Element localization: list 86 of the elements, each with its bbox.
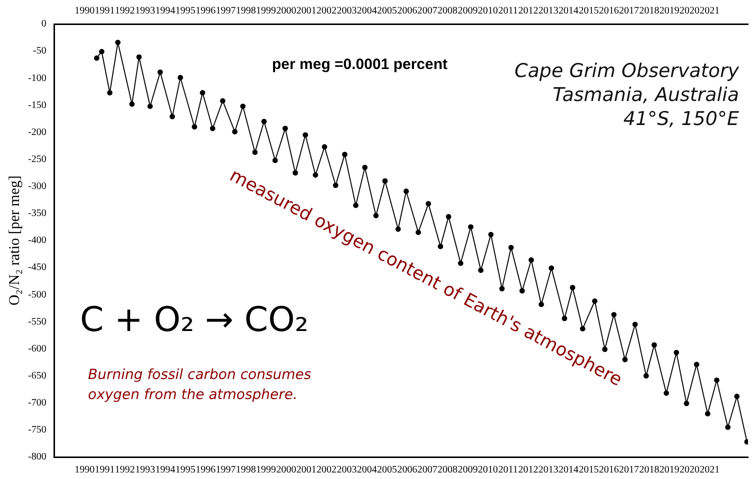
x-tick-label: 2015	[578, 464, 599, 476]
x-tick-label: 2011	[498, 464, 518, 476]
x2-tick-label: 2008	[438, 6, 458, 17]
x-tick-label: 2020	[680, 464, 700, 476]
x2-tick-label: 1996	[196, 6, 216, 17]
x2-tick-label: 2020	[680, 6, 700, 17]
x2-tick-label: 1994	[155, 6, 176, 17]
y-tick-label: -50	[32, 46, 46, 57]
x-tick-label: 1991	[94, 464, 115, 476]
x-tick-label: 2019	[659, 464, 680, 476]
x-tick-label: 2013	[538, 464, 558, 476]
x-tick-label: 2007	[417, 464, 438, 476]
x-tick-label: 1994	[155, 464, 176, 476]
x-tick-label: 2012	[518, 464, 538, 476]
y-tick-label: -800	[28, 452, 46, 463]
x2-tick-label: 2001	[296, 6, 316, 17]
y-tick-label: -300	[28, 181, 46, 192]
x2-tick-label: 1992	[114, 6, 135, 17]
x-tick-label: 1992	[114, 464, 135, 476]
x2-tick-label: 2002	[316, 6, 337, 17]
x-tick-label: 2004	[356, 464, 377, 476]
x-tick-label: 2008	[438, 464, 458, 476]
annotation: per meg =0.0001 percent	[272, 56, 448, 74]
x2-tick-label: 2010	[478, 6, 498, 17]
x-tick-label: 2001	[296, 464, 316, 476]
x2-tick-label: 2014	[558, 6, 579, 17]
y-tick-label: -600	[28, 343, 46, 354]
y-tick-label: -500	[28, 289, 46, 300]
y-tick-label: -400	[28, 235, 46, 246]
y-tick-label: -200	[28, 126, 46, 138]
x2-tick-label: 2013	[538, 6, 558, 17]
x2-tick-label: 2017	[619, 6, 640, 17]
y-tick-label: -150	[28, 100, 46, 111]
x-tick-label: 2006	[397, 464, 418, 476]
annotation: C + O₂ → CO₂	[80, 300, 308, 341]
x-tick-label: 1998	[236, 464, 256, 476]
x2-tick-label: 2003	[336, 6, 357, 17]
y-tick-label: -100	[28, 72, 46, 84]
x2-tick-label: 2000	[276, 6, 296, 17]
x-tick-label: 2018	[639, 464, 660, 476]
x2-tick-label: 2007	[417, 6, 438, 17]
x-tick-label: 2021	[700, 464, 720, 476]
x2-tick-label: 2004	[356, 6, 377, 17]
y-tick-label: -250	[28, 154, 46, 165]
annotation: Burning fossil carbon consumes oxygen from the atmosphere.	[88, 366, 312, 406]
x-tick-label: 2016	[598, 464, 619, 476]
x-tick-label: 2009	[458, 464, 478, 476]
x-tick-label: 1997	[216, 464, 236, 476]
x2-tick-label: 2021	[700, 6, 720, 17]
x-tick-label: 1995	[175, 464, 196, 476]
x2-tick-label: 2005	[377, 6, 398, 17]
x2-tick-label: 1997	[216, 6, 236, 17]
x2-tick-label: 1998	[236, 6, 256, 17]
y-tick-label: -750	[28, 424, 46, 436]
y-tick-label: -550	[28, 316, 46, 328]
x2-tick-label: 2006	[397, 6, 418, 17]
y-tick-label: -450	[28, 262, 46, 274]
y-tick-label: -350	[28, 208, 46, 220]
x2-tick-label: 1999	[256, 6, 276, 17]
x-tick-label: 2000	[276, 464, 296, 476]
x2-tick-label: 2019	[659, 6, 680, 17]
x2-tick-label: 2012	[518, 6, 538, 17]
y-axis-title: O₂/N₂ ratio [per meg]	[6, 176, 23, 306]
x2-tick-label: 2011	[498, 6, 518, 17]
x-tick-label: 2003	[336, 464, 357, 476]
x-tick-label: 1993	[135, 464, 156, 476]
x2-tick-label: 1993	[135, 6, 156, 17]
x2-tick-label: 2015	[578, 6, 599, 17]
x-tick-label: 1990	[74, 464, 95, 476]
y-tick-label: -700	[28, 398, 46, 408]
x2-tick-label: 1995	[175, 6, 196, 17]
x2-tick-label: 2009	[458, 6, 478, 17]
x-tick-label: 2002	[316, 464, 337, 476]
x-tick-label: 2017	[619, 464, 640, 476]
x-tick-label: 2014	[558, 464, 579, 476]
x-tick-label: 2010	[478, 464, 498, 476]
annotation: Cape Grim Observatory Tasmania, Australia 41°S, 150°E	[514, 60, 739, 132]
x-tick-label: 1999	[256, 464, 276, 476]
x-tick-label: 2005	[377, 464, 398, 476]
x2-tick-label: 2018	[639, 6, 660, 17]
x2-tick-label: 1990	[74, 6, 95, 17]
x-tick-label: 1996	[196, 464, 216, 476]
y-tick-label: 0	[41, 18, 46, 30]
x2-tick-label: 2016	[598, 6, 619, 17]
y-tick-label: -650	[28, 370, 46, 382]
x2-tick-label: 1991	[94, 6, 115, 17]
